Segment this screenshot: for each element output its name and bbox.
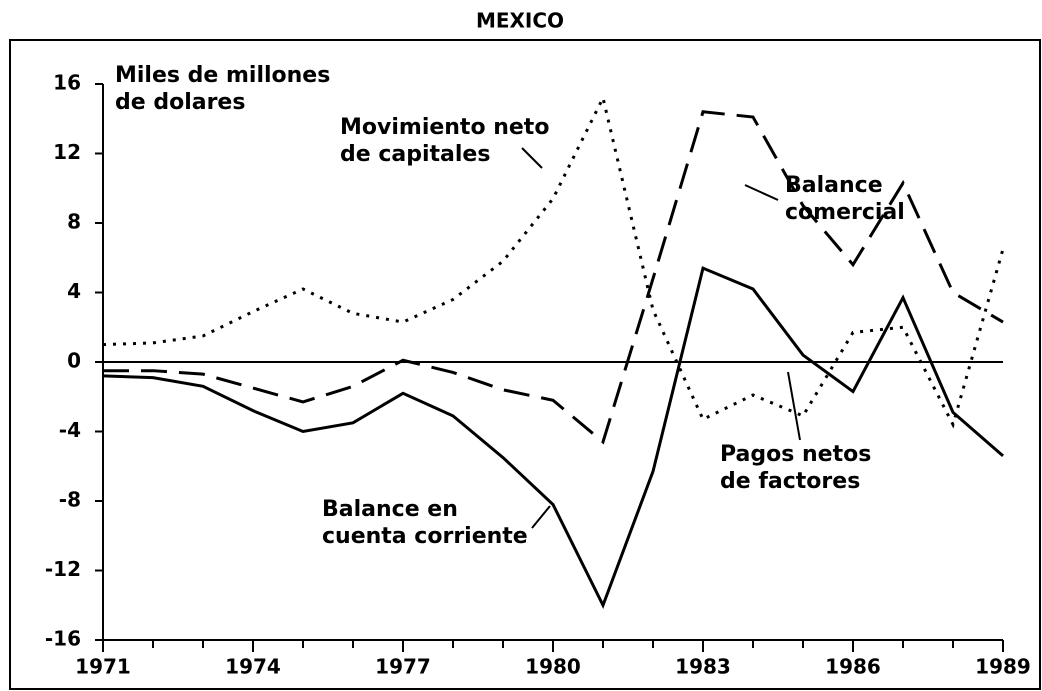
y-tick-label: 8 [67,210,81,234]
annotation: Movimiento neto [340,115,549,140]
x-tick-label: 1977 [375,655,431,679]
y-tick-label: -16 [45,627,81,651]
annotation: de dolares [115,90,245,115]
series-line [102,266,1004,610]
y-tick-label: 12 [53,140,81,164]
leader [521,147,543,169]
leaders [521,147,801,529]
x-tick-label: 1974 [225,655,281,679]
annotation: de factores [720,469,860,494]
series-line [102,93,1005,429]
x-tick-label: 1989 [975,655,1031,679]
x-tick-label: 1986 [825,655,881,679]
annotation: Balance [785,173,883,198]
annotation: Miles de millones [115,63,330,88]
frame [9,39,1041,690]
y-tick-label: 16 [53,71,81,95]
y-tick-label: 4 [67,279,81,303]
x-tick-label: 1980 [525,655,581,679]
leader [787,371,801,441]
leader [744,184,779,201]
y-tick-label: -8 [59,488,81,512]
x-tick-label: 1971 [75,655,131,679]
y-tick-label: 0 [67,349,81,373]
chart-title: MEXICO [476,9,564,33]
annotation: comercial [785,200,905,225]
y-tick-label: -12 [45,557,81,581]
annotation: Pagos netos [720,442,871,467]
annotation: Balance en [322,497,458,522]
x-tick-label: 1983 [675,655,731,679]
leader [531,505,551,529]
y-tick-label: -4 [59,418,81,442]
annotation: de capitales [340,142,490,167]
annotation: cuenta corriente [322,524,528,549]
series-line [103,110,1004,445]
